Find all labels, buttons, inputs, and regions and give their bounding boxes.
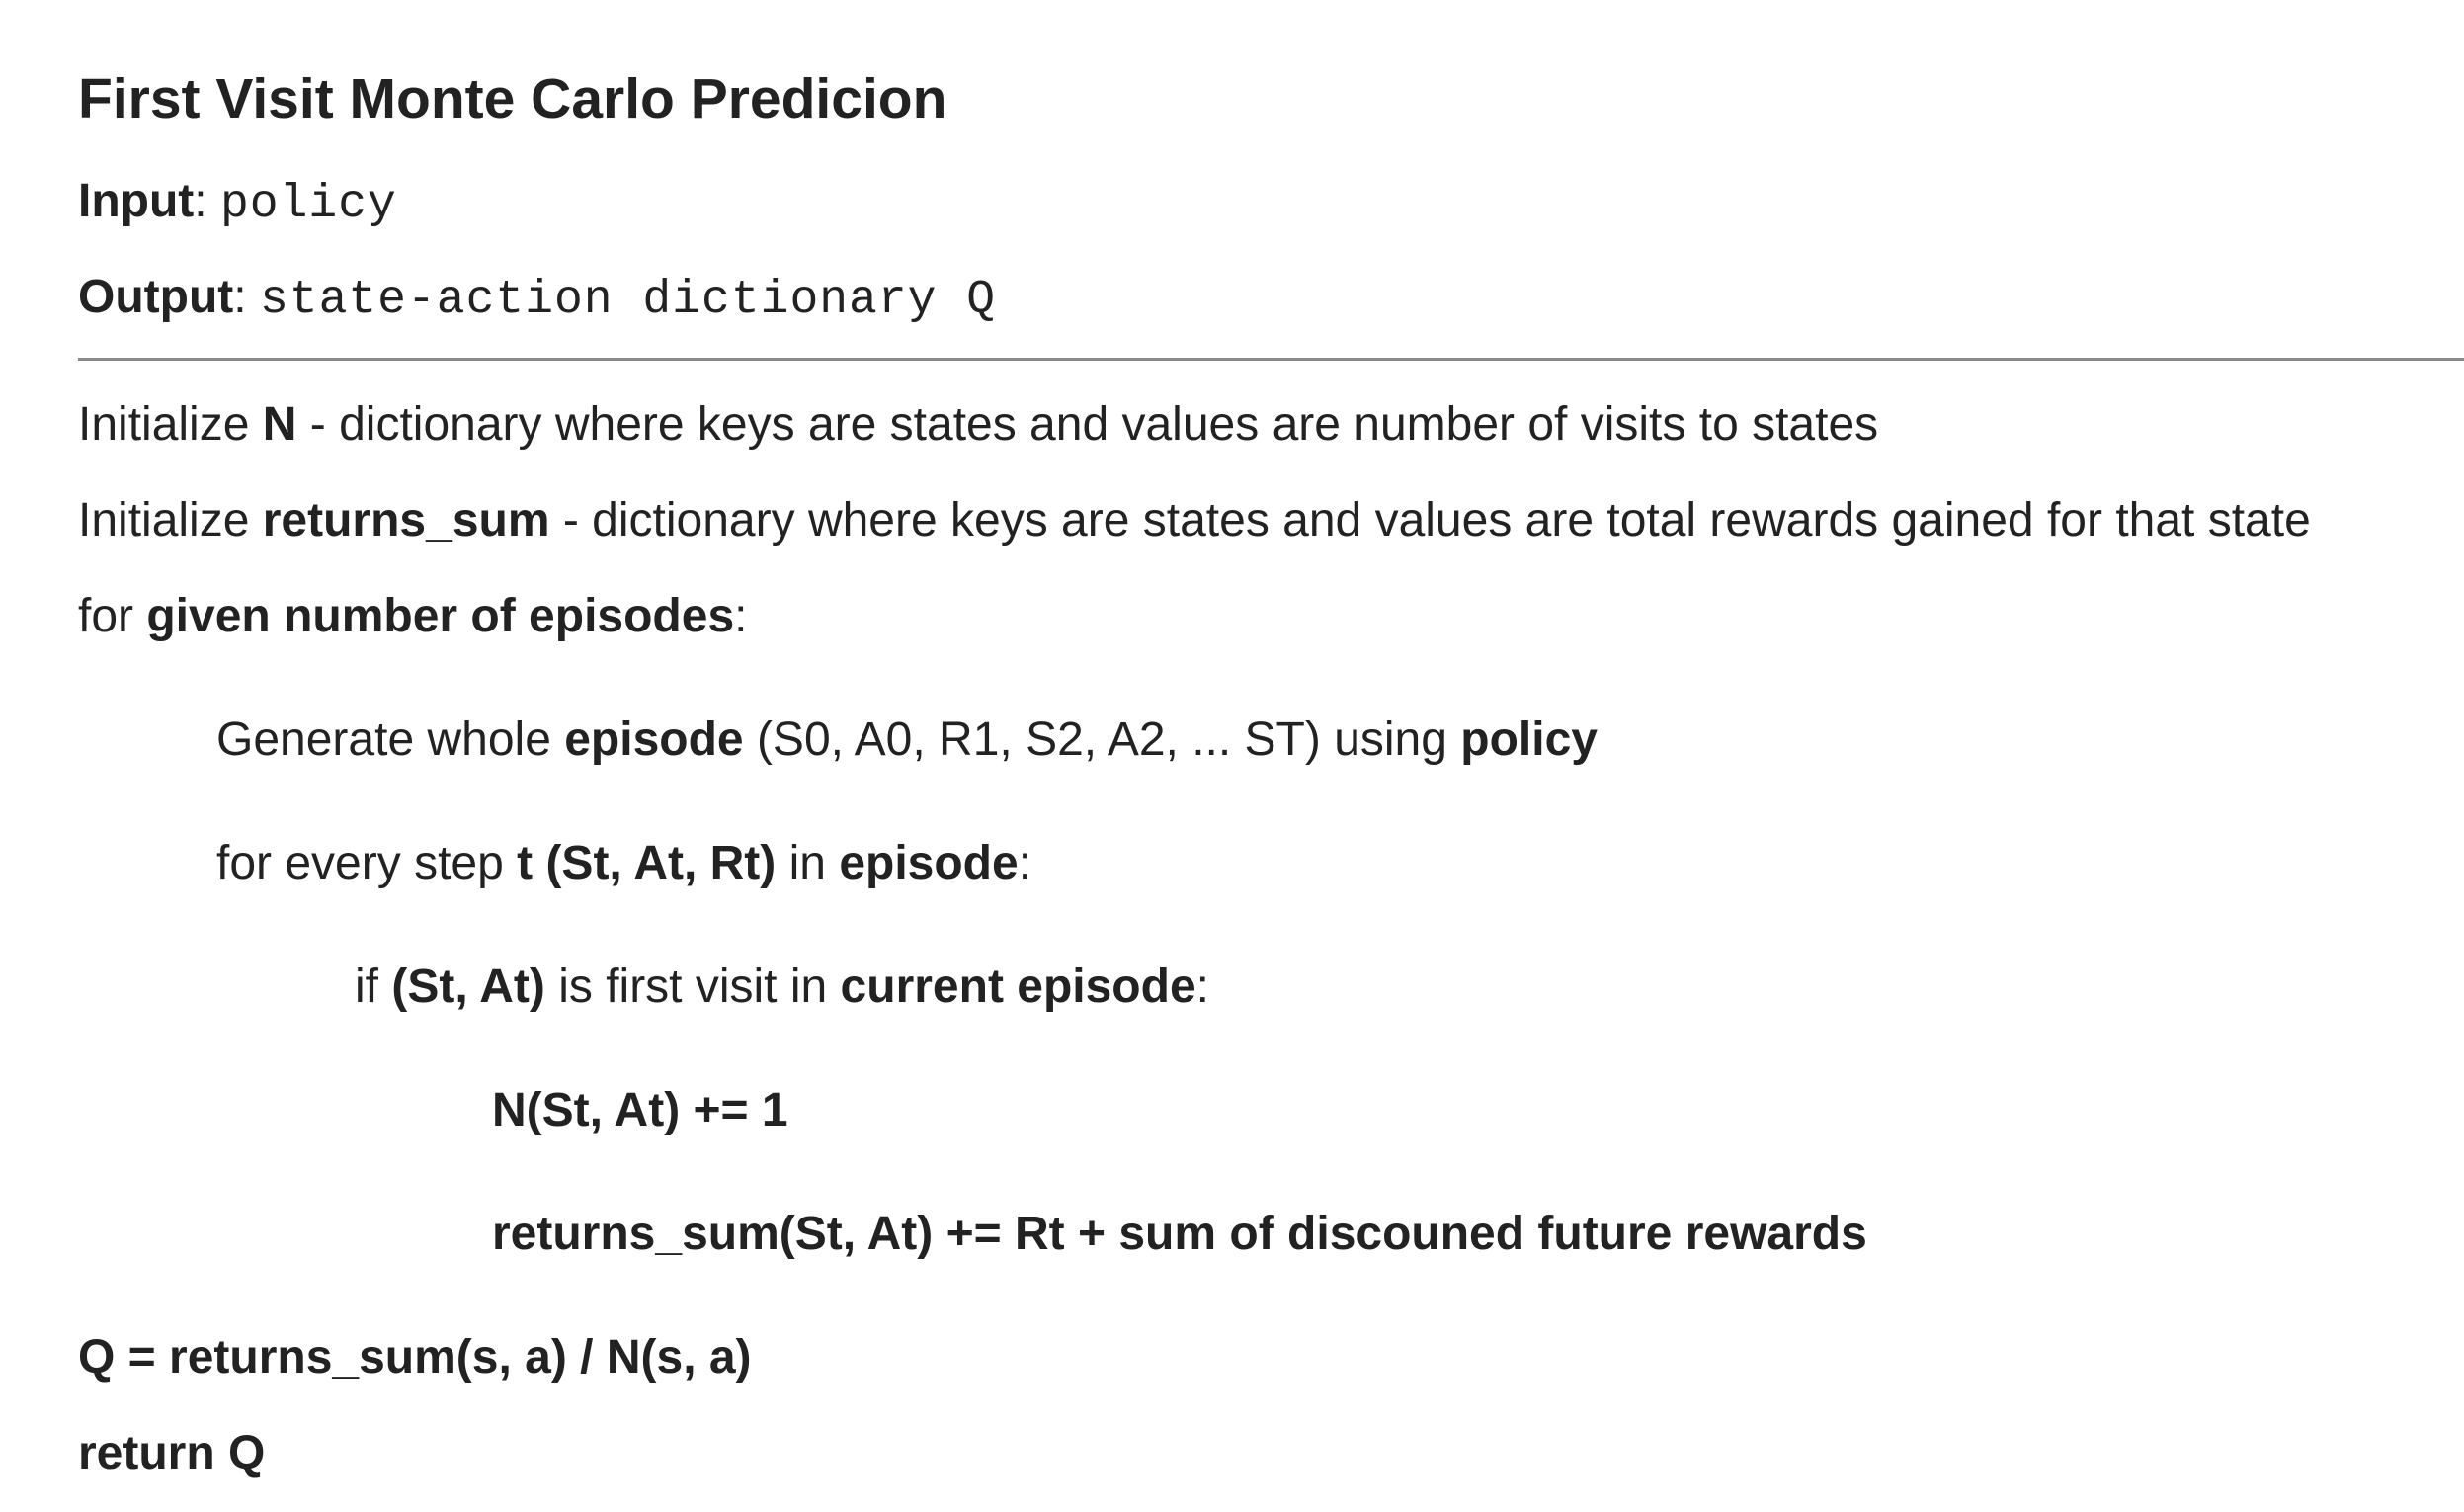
update-n-line: N(St, At) += 1 <box>492 1079 788 1142</box>
return-q-text: return Q <box>78 1427 266 1479</box>
generate-bold-policy: policy <box>1460 714 1598 766</box>
for-step-bold-t: t (St, At, Rt) <box>517 837 777 889</box>
update-returns-line: returns_sum(St, At) += Rt + sum of disco… <box>492 1203 1867 1266</box>
init-returns-line: Initialize returns_sum - dictionary wher… <box>78 489 2311 552</box>
for-step-suffix: : <box>1018 837 1032 889</box>
for-episodes-bold: given number of episodes <box>146 590 735 642</box>
generate-episode-line: Generate whole episode (S0, A0, R1, S2, … <box>216 709 1598 772</box>
for-episodes-suffix: : <box>734 590 748 642</box>
compute-q-line: Q = returns_sum(s, a) / N(s, a) <box>78 1326 752 1389</box>
init-n-desc: - dictionary where keys are states and v… <box>296 398 1879 451</box>
update-n-text: N(St, At) += 1 <box>492 1084 788 1136</box>
init-n-prefix: Initialize <box>78 398 263 451</box>
init-returns-prefix: Initialize <box>78 494 263 546</box>
input-label: Input <box>78 175 195 227</box>
page-title: First Visit Monte Carlo Predicion <box>78 67 947 130</box>
for-step-middle: in <box>776 837 840 889</box>
output-separator: : <box>233 271 247 323</box>
output-label: Output <box>78 271 234 323</box>
compute-q-text: Q = returns_sum(s, a) / N(s, a) <box>78 1331 752 1384</box>
for-step-prefix: for every step <box>216 837 518 889</box>
for-step-bold-episode: episode <box>839 837 1019 889</box>
init-n-var: N <box>262 398 297 451</box>
update-returns-text: returns_sum(St, At) += Rt + sum of disco… <box>492 1208 1867 1260</box>
input-separator: : <box>194 175 207 227</box>
if-bold-current-episode: current episode <box>840 961 1196 1013</box>
input-value: policy <box>219 178 397 231</box>
init-returns-var: returns_sum <box>262 494 550 546</box>
init-returns-desc: - dictionary where keys are states and v… <box>549 494 2311 546</box>
if-middle: is first visit in <box>544 961 841 1013</box>
for-episodes-prefix: for <box>78 590 147 642</box>
generate-bold-episode: episode <box>564 714 744 766</box>
section-divider <box>78 358 2464 361</box>
if-bold-st-at: (St, At) <box>391 961 545 1013</box>
generate-middle: (S0, A0, R1, S2, A2, ... ST) using <box>743 714 1461 766</box>
return-q-line: return Q <box>78 1422 265 1485</box>
generate-prefix: Generate whole <box>216 714 565 766</box>
input-line: Input: policy <box>78 170 397 233</box>
init-n-line: Initialize N - dictionary where keys are… <box>78 393 1878 457</box>
for-step-line: for every step t (St, At, Rt) in episode… <box>216 832 1031 895</box>
output-line: Output: state-action dictionary Q <box>78 266 996 329</box>
if-first-visit-line: if (St, At) is first visit in current ep… <box>355 956 1209 1019</box>
if-suffix: : <box>1195 961 1209 1013</box>
output-value: state-action dictionary Q <box>259 274 997 327</box>
for-episodes-line: for given number of episodes: <box>78 585 747 648</box>
if-prefix: if <box>355 961 392 1013</box>
